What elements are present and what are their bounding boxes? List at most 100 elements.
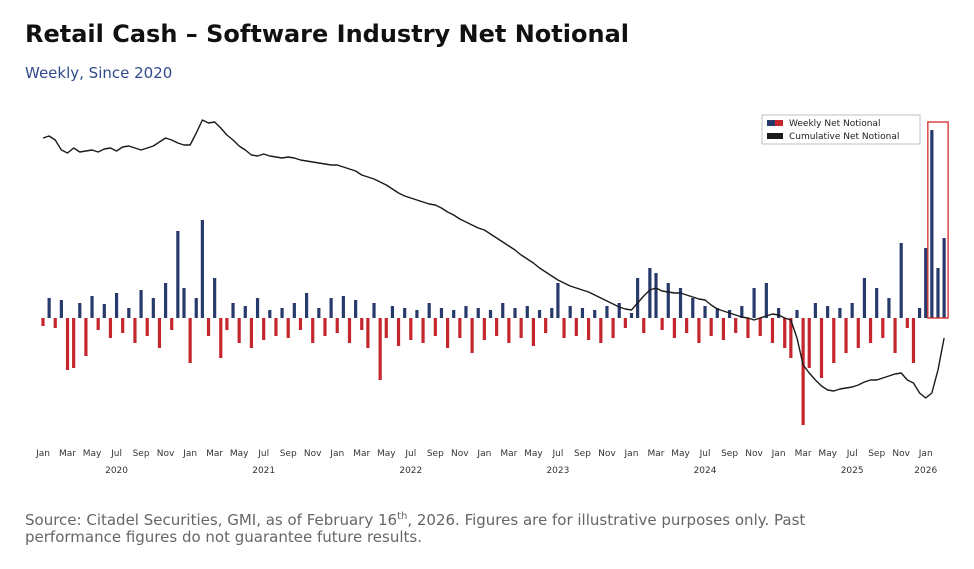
- bar: [813, 303, 817, 318]
- bar: [807, 318, 811, 368]
- bar: [586, 318, 591, 340]
- bar: [893, 318, 897, 353]
- x-tick-label: Jan: [329, 449, 344, 459]
- bar: [942, 238, 946, 318]
- x-tick-label: May: [377, 449, 396, 459]
- x-tick-label: Nov: [451, 449, 469, 459]
- bar: [157, 318, 162, 348]
- bar: [372, 303, 376, 318]
- bar: [740, 306, 744, 318]
- chart: Jan Mar May Jul Sep Nov Jan Mar May Jul Sep Nov Jan M…: [35, 114, 949, 476]
- x-tick-label: May: [230, 449, 249, 459]
- bar: [531, 318, 535, 346]
- bar: [249, 318, 254, 348]
- bar: [556, 283, 560, 318]
- bar: [59, 300, 63, 318]
- bar: [96, 318, 100, 330]
- x-tick-label: Sep: [133, 449, 150, 459]
- bar: [550, 308, 554, 318]
- source-text: performance figures do not guarantee fut…: [25, 528, 422, 546]
- bar: [519, 318, 523, 338]
- bar: [286, 318, 290, 338]
- x-tick-label: Sep: [574, 449, 591, 459]
- bar: [347, 318, 352, 343]
- bar: [41, 318, 45, 326]
- x-tick-label: Jul: [404, 449, 416, 459]
- bar: [844, 318, 848, 353]
- bar: [672, 318, 676, 338]
- x-tick-label: Jul: [846, 449, 858, 459]
- bar: [593, 310, 597, 318]
- bar: [274, 318, 278, 336]
- bar: [188, 318, 192, 363]
- bar: [102, 304, 106, 318]
- bar: [360, 318, 364, 330]
- bar: [905, 318, 909, 328]
- bar: [206, 318, 211, 336]
- bar: [789, 318, 793, 358]
- bar: [341, 296, 345, 318]
- bar: [752, 288, 756, 318]
- bar: [501, 303, 505, 318]
- x-tick-label: May: [671, 449, 690, 459]
- bar: [507, 318, 511, 343]
- legend-box: [761, 114, 921, 145]
- bar: [164, 283, 168, 318]
- bar: [482, 318, 486, 340]
- bar: [513, 308, 517, 318]
- bar: [777, 308, 781, 318]
- x-tick-label: Jan: [624, 449, 639, 459]
- bar: [544, 318, 548, 333]
- chart-title: Retail Cash – Software Industry Net Noti…: [25, 20, 629, 48]
- highlight-box: [927, 121, 949, 319]
- x-tick-label: Jul: [110, 449, 122, 459]
- bar: [678, 288, 683, 318]
- bar: [642, 318, 646, 333]
- bar: [617, 303, 621, 318]
- bar: [464, 306, 468, 318]
- chart-subtitle: Weekly, Since 2020: [25, 64, 173, 82]
- bar: [727, 310, 732, 318]
- bar: [433, 318, 437, 336]
- bar: [654, 273, 658, 318]
- bar: [887, 298, 891, 318]
- bar: [636, 278, 640, 318]
- x-tick-label: Mar: [206, 449, 223, 459]
- bar: [72, 318, 76, 368]
- bar: [764, 283, 768, 318]
- bar: [255, 298, 260, 318]
- bar: [875, 288, 879, 318]
- bar: [525, 306, 529, 318]
- x-tick-label: Jan: [35, 449, 50, 459]
- x-tick-label: Mar: [500, 449, 517, 459]
- bar: [409, 318, 413, 340]
- bar: [629, 313, 634, 318]
- x-tick-label: May: [524, 449, 543, 459]
- bar: [219, 318, 223, 358]
- x-year-label: 2021: [252, 466, 275, 476]
- x-tick-label: Jan: [771, 449, 786, 459]
- bar: [390, 306, 395, 318]
- x-tick-label: Jan: [182, 449, 197, 459]
- bar: [311, 318, 315, 343]
- x-tick-label: Nov: [892, 449, 910, 459]
- bar: [648, 268, 652, 318]
- x-year-label: 2025: [841, 466, 864, 476]
- x-tick-label: Jul: [551, 449, 563, 459]
- x-tick-label: Mar: [648, 449, 665, 459]
- bar: [685, 318, 689, 333]
- bar: [795, 310, 799, 318]
- bar: [911, 318, 916, 363]
- x-tick-label: Sep: [280, 449, 297, 459]
- bar: [832, 318, 836, 363]
- bar: [194, 298, 198, 318]
- bar: [151, 298, 155, 318]
- bar: [801, 318, 805, 425]
- bar: [225, 318, 229, 330]
- legend-swatch: [767, 133, 783, 139]
- x-tick-label: Sep: [427, 449, 444, 459]
- x-tick-label: Nov: [157, 449, 175, 459]
- x-tick-label: Jan: [476, 449, 491, 459]
- bar: [605, 306, 609, 318]
